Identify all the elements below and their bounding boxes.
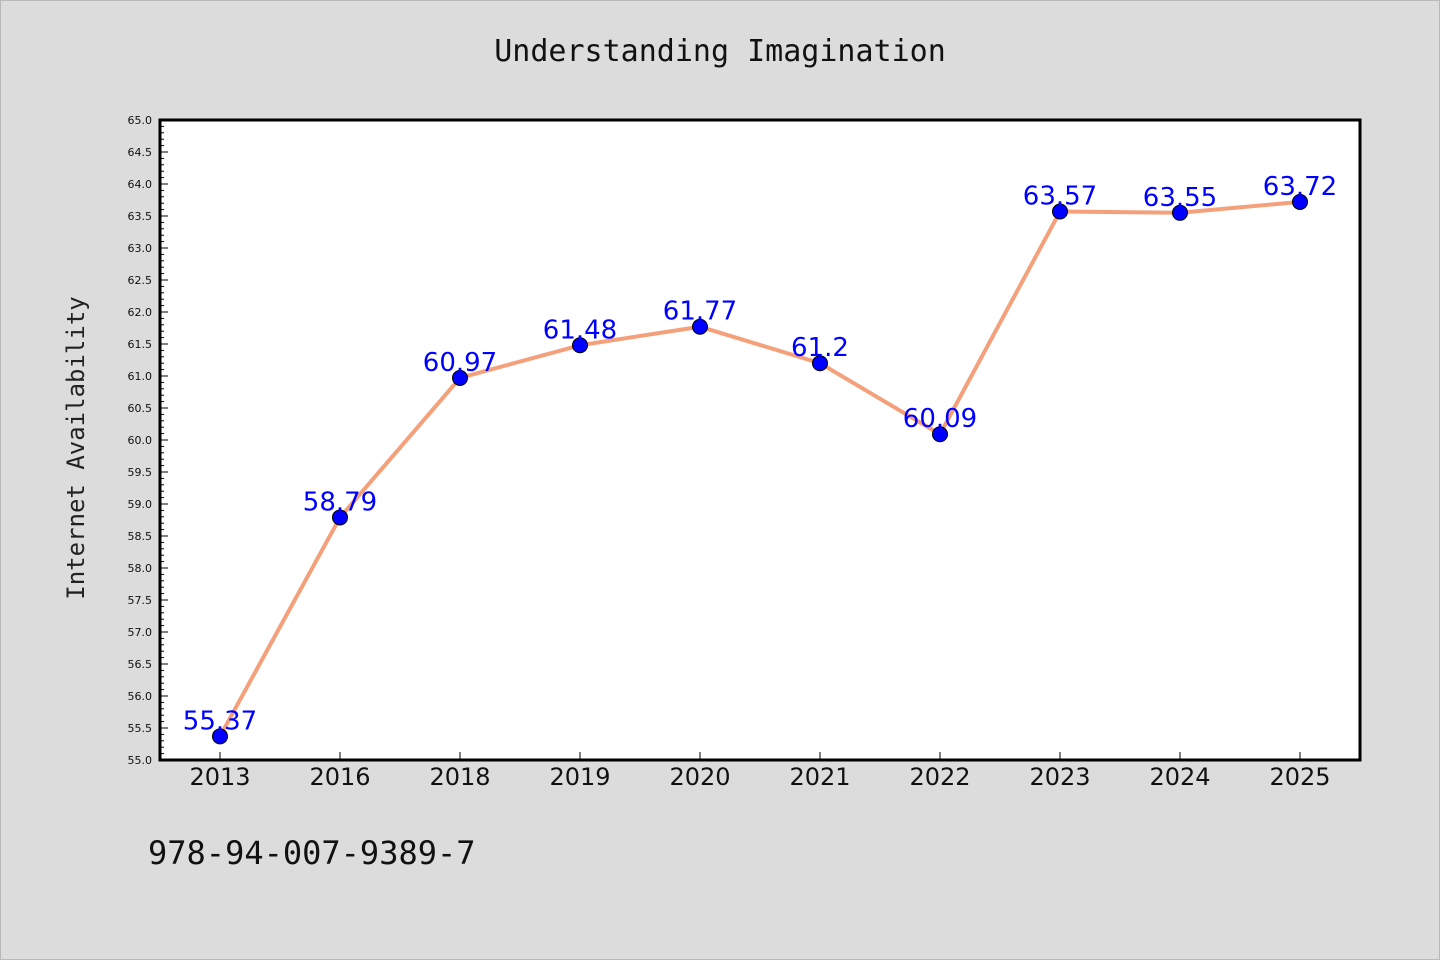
x-tick-label: 2021 [789,763,850,791]
y-tick-label: 61.0 [128,370,153,383]
y-tick-label: 59.5 [128,466,153,479]
series-line [218,199,1302,739]
data-point [212,728,228,745]
y-axis: 55.0 55.5 56.0 56.5 57.0 57.5 58.0 58.5 59.0 59.5… [128,114,168,767]
data-point [1052,203,1068,220]
data-point [572,337,588,354]
x-tick-label: 2019 [549,763,610,791]
data-label: 60.09 [903,404,977,434]
x-axis: 2013 2016 2018 2019 2020 2021 2022 2023 2024 2025 [189,752,1331,791]
y-tick-label: 58.5 [128,530,153,543]
x-tick-label: 2016 [309,763,370,791]
data-label: 61.2 [791,333,849,363]
x-tick-label: 2024 [1149,763,1210,791]
data-label: 61.48 [543,315,617,345]
data-label: 61.77 [663,297,737,327]
y-tick-label: 56.5 [128,658,153,671]
chart-title: Understanding Imagination [494,34,946,69]
data-point [452,369,468,386]
y-tick-label: 58.0 [128,562,153,575]
y-tick-label: 55.5 [128,722,153,735]
y-tick-label: 64.5 [128,146,153,159]
data-label: 60.97 [423,348,497,378]
y-tick-label: 55.0 [128,754,153,767]
isbn-text: 978-94-007-9389-7 [148,834,476,872]
data-point [692,318,708,335]
data-label-group: 55.37 58.79 60.97 61.48 61.77 61.2 60.09 63.57 6… [183,172,1337,736]
y-tick-label: 62.0 [128,306,153,319]
data-label: 55.37 [183,706,257,736]
plot-area [158,118,1362,762]
x-tick-label: 2022 [909,763,970,791]
y-tick-label: 62.5 [128,274,153,287]
data-label: 63.55 [1143,183,1217,213]
x-tick-label: 2023 [1029,763,1090,791]
y-tick-label: 60.0 [128,434,153,447]
data-label: 58.79 [303,487,377,517]
data-label: 63.57 [1023,182,1097,212]
x-tick-label: 2025 [1269,763,1330,791]
y-tick-label: 59.0 [128,498,153,511]
data-point [1172,204,1188,221]
y-tick-label: 61.5 [128,338,153,351]
data-point [932,426,948,443]
data-point [332,509,348,526]
y-tick-label: 57.5 [128,594,153,607]
x-tick-label: 2013 [189,763,250,791]
x-tick-label: 2020 [669,763,730,791]
y-tick-label: 64.0 [128,178,153,191]
y-tick-label: 57.0 [128,626,153,639]
y-tick-label: 56.0 [128,690,153,703]
data-point [1292,193,1308,210]
y-tick-label: 60.5 [128,402,153,415]
y-tick-label: 65.0 [128,114,153,127]
marker-group [212,193,1308,745]
x-tick-label: 2018 [429,763,490,791]
y-tick-label: 63.0 [128,242,153,255]
series-line-group [218,199,1302,739]
y-tick-label: 63.5 [128,210,153,223]
data-point [812,355,828,372]
data-label: 63.72 [1263,172,1337,202]
